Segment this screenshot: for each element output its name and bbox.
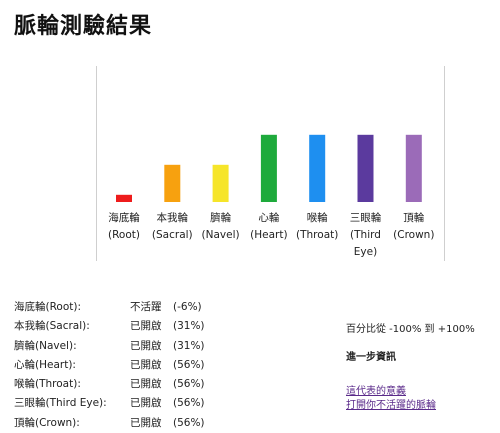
- summary-status: 已開啟: [130, 416, 162, 429]
- category-label: 三眼輪 (Third Eye): [349, 212, 382, 258]
- chakra-bar-chart: 海底輪 (Root) 本我輪 (Sacral) 臍輪 (Navel) 心輪 (Hear…: [96, 66, 445, 261]
- summary-percent: (-6%): [173, 301, 202, 313]
- open-chakras-link[interactable]: 打開你不活躍的脈輪: [346, 400, 436, 411]
- summary-percent: (56%): [173, 358, 205, 371]
- chart-bar: [357, 134, 374, 202]
- summary-percent: (31%): [173, 339, 205, 352]
- summary-percent: (56%): [173, 416, 205, 429]
- summary-status: 不活躍: [130, 301, 162, 313]
- category-label: 喉輪 (Throat): [296, 212, 339, 241]
- more-info-heading: 進一步資訊: [346, 352, 396, 363]
- meaning-link[interactable]: 這代表的意義: [346, 386, 406, 397]
- category-label: 海底輪 (Root): [108, 212, 140, 241]
- category-label: 本我輪 (Sacral): [151, 212, 193, 241]
- chart-bar: [405, 134, 422, 202]
- chart-plot-area: [116, 134, 422, 202]
- chart-category-labels: 海底輪 (Root) 本我輪 (Sacral) 臍輪 (Navel) 心輪 (Hear…: [97, 210, 446, 260]
- category-label: 心輪 (Heart): [250, 212, 288, 241]
- category-label: 頂輪 (Crown): [393, 212, 435, 241]
- chart-bar: [309, 134, 326, 202]
- info-links: 這代表的意義 打開你不活躍的脈輪: [346, 385, 496, 413]
- summary-name: 臍輪(Navel):: [14, 339, 77, 352]
- chart-bar: [116, 194, 132, 202]
- summary-name: 海底輪(Root):: [14, 301, 82, 313]
- summary-percent: (56%): [173, 397, 205, 410]
- info-panel: 百分比從 -100% 到 +100% 進一步資訊 這代表的意義 打開你不活躍的脈…: [346, 323, 496, 413]
- summary-name: 三眼輪(Third Eye):: [14, 397, 107, 410]
- summary-name: 本我輪(Sacral):: [14, 320, 90, 333]
- summary-status: 已開啟: [130, 320, 162, 333]
- page-title: 脈輪測驗結果: [14, 14, 153, 39]
- summary-status: 已開啟: [130, 397, 162, 410]
- summary-status: 已開啟: [130, 378, 162, 391]
- chart-bar: [212, 164, 229, 202]
- chart-bar: [164, 164, 181, 202]
- chart-bar: [260, 134, 277, 202]
- summary-percent: (31%): [173, 320, 205, 333]
- category-label: 臍輪 (Navel): [201, 212, 240, 241]
- summary-status: 已開啟: [130, 358, 162, 371]
- range-note: 百分比從 -100% 到 +100%: [346, 324, 475, 335]
- summary-status: 已開啟: [130, 339, 162, 352]
- summary-percent: (56%): [173, 378, 205, 391]
- summary-name: 心輪(Heart):: [14, 358, 76, 371]
- summary-name: 頂輪(Crown):: [14, 416, 80, 429]
- summary-name: 喉輪(Throat):: [14, 378, 81, 391]
